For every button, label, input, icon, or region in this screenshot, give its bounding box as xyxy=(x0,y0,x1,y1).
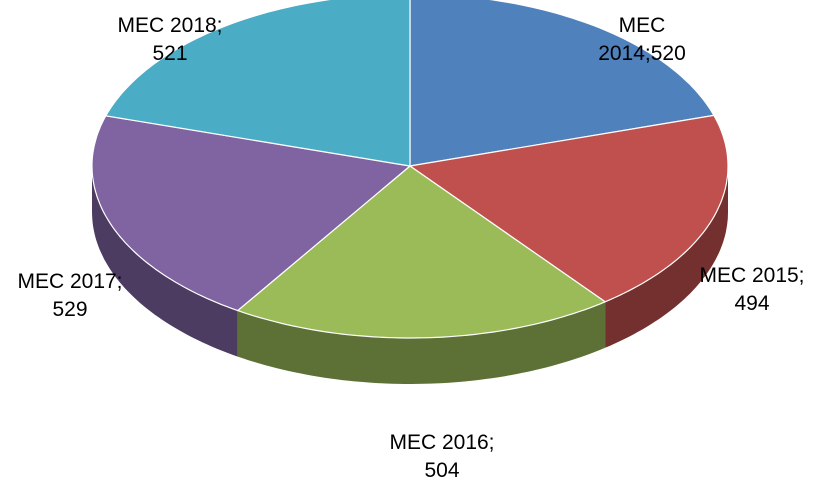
slice-side xyxy=(92,166,238,357)
data-label: MEC 2018; 521 xyxy=(117,14,223,65)
slice xyxy=(409,114,729,303)
slice xyxy=(409,0,715,167)
data-label: MEC 2017; 529 xyxy=(17,270,123,321)
slice-side xyxy=(237,301,606,384)
slice xyxy=(91,115,411,312)
data-label: MEC 2014;520 xyxy=(598,14,686,65)
slice xyxy=(237,165,606,339)
slice-side xyxy=(605,166,728,348)
data-label: MEC 2016; 504 xyxy=(389,431,495,482)
slice xyxy=(105,0,411,167)
data-label: MEC 2015; 494 xyxy=(699,264,805,315)
